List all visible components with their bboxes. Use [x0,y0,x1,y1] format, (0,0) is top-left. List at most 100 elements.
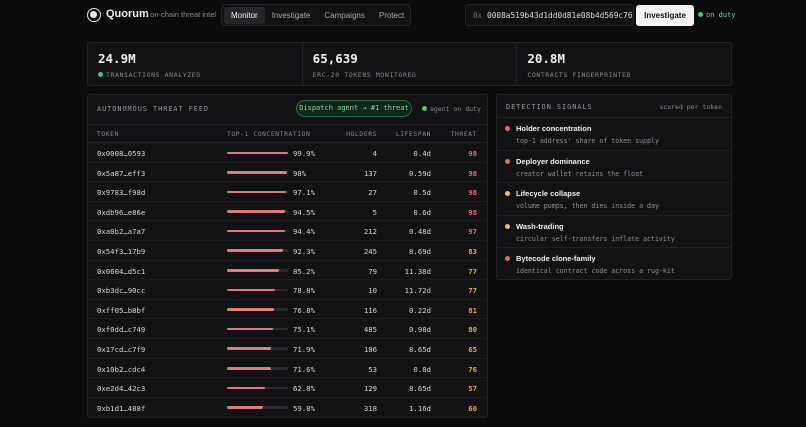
token-address[interactable]: 0x9783…f98d [97,188,146,198]
threat-score: 97 [468,227,477,237]
holders-count: 53 [368,364,377,374]
concentration-bar-fill [227,249,284,252]
tab-protect[interactable]: Protect [378,10,405,20]
concentration-bar [227,308,288,311]
threat-score: 81 [468,305,477,315]
tab-investigate[interactable]: Investigate [271,10,311,20]
table-header: TOKEN TOP-1 CONCENTRATION HOLDERS LIFESP… [88,124,487,143]
tab-monitor[interactable]: Monitor [224,6,265,24]
signal-name: Wash-trading [516,221,564,231]
column-header-concentration[interactable]: TOP-1 CONCENTRATION [227,131,311,138]
column-header-threat[interactable]: THREAT [450,131,477,138]
investigate-button[interactable]: Investigate [636,5,694,26]
table-row[interactable]: 0xf0dd…c749 75.1% 485 0.98d 80 [88,319,487,339]
token-address[interactable]: 0x17cd…c7f9 [97,344,146,354]
threat-score: 98 [468,207,477,217]
threat-score: 98 [468,149,477,158]
dispatch-agent-button[interactable]: Dispatch agent → #1 threat [296,100,412,117]
token-address[interactable]: 0xb1d1…488f [97,403,146,413]
quorum-logo-icon[interactable] [87,8,101,22]
signal-description: identical contract code across a rug-kit [516,267,675,275]
stat-label: ERC-20 TOKENS MONITORED [312,71,417,79]
table-row[interactable]: 0x9783…f98d 97.1% 27 0.5d 98 [88,182,487,202]
concentration-value: 71.6% [293,364,315,374]
table-row[interactable]: 0xb3dc…90cc 78.8% 10 11.72d 77 [88,280,487,300]
threat-score: 80 [468,325,477,335]
concentration-bar [227,347,288,350]
concentration-bar-fill [227,308,274,311]
brand-name[interactable]: Quorum [106,8,149,20]
signal-description: circular self-transfers inflate activity [516,234,675,243]
signals-scored-note: scored per token [659,103,722,111]
lifespan-value: 8.69d [409,246,431,256]
status-dot-icon [422,106,427,111]
status-dot-icon [698,12,703,17]
concentration-value: 94.4% [293,227,315,237]
table-row[interactable]: 0x17cd…c7f9 71.9% 186 8.65d 65 [88,339,487,359]
stat-label: CONTRACTS FINGERPRINTED [527,71,632,79]
concentration-bar-fill [227,269,279,272]
concentration-bar [227,367,288,370]
feed-title: AUTONOMOUS THREAT FEED [97,105,210,113]
concentration-value: 75.1% [293,325,315,335]
signal-item[interactable]: Bytecode clone-family identical contract … [497,248,731,281]
concentration-value: 85.2% [293,266,315,276]
signal-item[interactable]: Wash-trading circular self-transfers infl… [497,216,731,248]
concentration-value: 76.8% [293,305,315,315]
column-header-lifespan[interactable]: LIFESPAN [395,131,431,138]
signal-item[interactable]: Lifecycle collapse volume pumps, then die… [497,183,731,216]
lifespan-value: 0.22d [409,305,431,315]
lifespan-value: 0.59d [409,168,431,178]
table-row[interactable]: 0xff05…b8bf 76.8% 116 0.22d 81 [88,300,487,320]
table-row[interactable]: 0x0604…d5c1 85.2% 79 11.38d 77 [88,261,487,281]
concentration-value: 59.8% [293,403,315,413]
threat-score: 60 [468,403,477,413]
token-address[interactable]: 0xe2d4…42c3 [97,384,146,394]
table-row[interactable]: 0xb1d1…488f 59.8% 318 1.16d 60 [88,398,487,417]
token-address[interactable]: 0x0008…0593 [97,149,146,158]
concentration-value: 99.9% [293,149,315,158]
table-row[interactable]: 0xe2d4…42c3 62.8% 129 8.65d 57 [88,378,487,398]
token-address[interactable]: 0x0604…d5c1 [97,266,146,276]
threat-feed-panel: AUTONOMOUS THREAT FEED Dispatch agent → … [87,94,488,418]
address-input[interactable]: 0x 0008a519b43d1dd0d81e08b4d569c76 [465,4,634,26]
token-address[interactable]: 0xdb96…e86e [97,207,146,217]
token-address[interactable]: 0x5a87…eff3 [97,168,146,178]
table-row[interactable]: 0xdb96…e86e 94.5% 5 0.6d 98 [88,202,487,222]
concentration-bar-fill [227,151,288,154]
threat-score: 76 [468,364,477,374]
column-header-token[interactable]: TOKEN [97,131,119,138]
table-row[interactable]: 0x10b2…cdc4 71.6% 53 0.8d 76 [88,359,487,379]
signal-dot-icon [505,223,510,229]
table-row[interactable]: 0xa0b2…a7a7 94.4% 212 0.48d 97 [88,221,487,241]
token-address[interactable]: 0x54f3…17b9 [97,246,146,256]
tab-campaigns[interactable]: Campaigns [324,10,365,20]
table-row[interactable]: 0x5a87…eff3 98% 137 0.59d 98 [88,163,487,183]
address-value[interactable]: 0008a519b43d1dd0d81e08b4d569c76 [487,11,633,20]
concentration-bar [227,386,288,390]
agent-status-label: agent on duty [430,105,481,113]
concentration-bar [227,229,288,233]
concentration-bar [227,406,288,409]
signal-item[interactable]: Holder concentration top-1 address' share… [497,118,731,151]
token-address[interactable]: 0xff05…b8bf [97,305,146,315]
threat-score: 77 [468,286,477,296]
concentration-bar-fill [227,367,271,370]
stat-value: 65,639 [312,51,358,66]
token-address[interactable]: 0xf0dd…c749 [97,325,146,335]
signal-description: top-1 address' share of token supply [516,137,659,145]
concentration-bar [227,269,288,272]
threat-score: 65 [468,344,477,354]
column-header-holders[interactable]: HOLDERS [346,131,377,138]
token-address[interactable]: 0xa0b2…a7a7 [97,227,146,237]
concentration-bar-fill [227,386,266,390]
table-row[interactable]: 0x54f3…17b9 92.3% 245 8.69d 83 [88,241,487,261]
threat-score: 98 [468,188,477,198]
threat-score: 98 [468,168,477,178]
holders-count: 4 [372,149,377,158]
signal-item[interactable]: Deployer dominance creator wallet retains… [497,151,731,183]
signal-name: Bytecode clone-family [516,254,596,263]
token-address[interactable]: 0xb3dc…90cc [97,286,146,296]
token-address[interactable]: 0x10b2…cdc4 [97,364,146,374]
table-row[interactable]: 0x0008…0593 99.9% 4 0.4d 98 [88,143,487,163]
